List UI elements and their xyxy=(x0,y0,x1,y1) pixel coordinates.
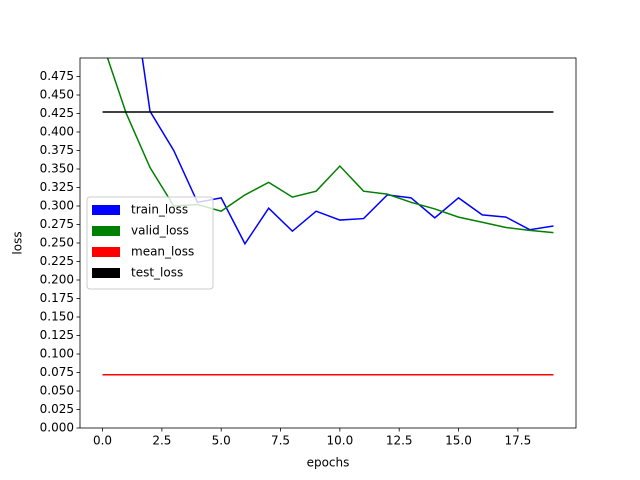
axes-frame xyxy=(79,57,577,429)
y-tick-label: 0.275 xyxy=(40,217,74,231)
y-tick-label: 0.125 xyxy=(40,328,74,342)
y-tick-label: 0.150 xyxy=(40,310,74,324)
plot-area xyxy=(102,58,554,376)
x-tick-label: 10.0 xyxy=(327,434,354,448)
x-axis-label: epochs xyxy=(307,456,350,470)
x-tick-label: 15.0 xyxy=(445,434,472,448)
y-tick-label: 0.400 xyxy=(40,125,74,139)
y-tick-label: 0.200 xyxy=(40,273,74,287)
legend-label: valid_loss xyxy=(131,224,189,238)
y-tick-label: 0.300 xyxy=(40,199,74,213)
y-tick-label: 0.100 xyxy=(40,347,74,361)
x-tick-label: 7.5 xyxy=(271,434,290,448)
y-axis-label: loss xyxy=(11,231,25,254)
y-tick-label: 0.250 xyxy=(40,236,74,250)
y-tick-label: 0.325 xyxy=(40,180,74,194)
y-tick-label: 0.050 xyxy=(40,384,74,398)
y-tick-label: 0.375 xyxy=(40,143,74,157)
legend-label: train_loss xyxy=(131,203,188,217)
x-tick-label: 17.5 xyxy=(504,434,531,448)
legend-label: mean_loss xyxy=(131,245,194,259)
legend-label: test_loss xyxy=(131,266,183,280)
x-tick-label: 2.5 xyxy=(152,434,171,448)
legend-swatch xyxy=(92,247,120,257)
y-tick-label: 0.025 xyxy=(40,402,74,416)
x-tick-label: 0.0 xyxy=(93,434,112,448)
x-tick-label: 12.5 xyxy=(386,434,413,448)
legend-box xyxy=(86,196,214,290)
legend-swatch xyxy=(92,205,120,215)
legend-swatch xyxy=(92,268,120,278)
y-tick-label: 0.450 xyxy=(40,88,74,102)
y-tick-label: 0.350 xyxy=(40,162,74,176)
y-tick-label: 0.075 xyxy=(40,365,74,379)
y-tick-label: 0.000 xyxy=(40,421,74,435)
y-tick-label: 0.425 xyxy=(40,106,74,120)
y-tick-label: 0.225 xyxy=(40,254,74,268)
y-tick-label: 0.475 xyxy=(40,69,74,83)
legend-swatch xyxy=(92,226,120,236)
x-tick-label: 5.0 xyxy=(212,434,231,448)
y-tick-label: 0.175 xyxy=(40,291,74,305)
series-line xyxy=(141,58,554,246)
